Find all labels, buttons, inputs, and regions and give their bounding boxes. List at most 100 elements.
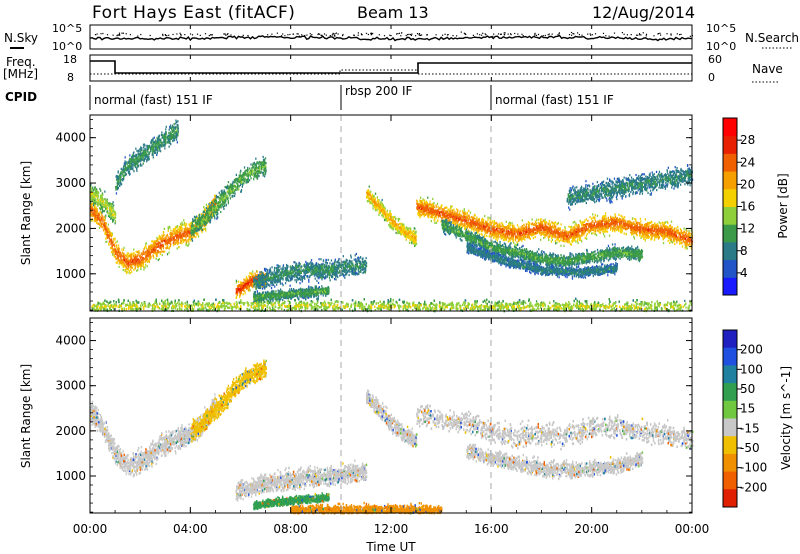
noise-search-dot [389,35,390,36]
noise-search-dot [397,33,398,34]
noise-search-dot [192,34,193,35]
noise-search-dot [190,33,191,34]
noise-right-tick-bottom: 10^0 [706,40,736,53]
power-cell [181,225,182,227]
power-cell [148,251,149,253]
power-cell [195,236,196,238]
power-cell [174,240,175,242]
noise-search-dot [481,35,482,36]
noise-right-tick-top: 10^5 [706,22,736,35]
noise-search-dot [121,33,122,34]
noise-search-dot [408,34,409,35]
noise-search-dot [227,34,228,35]
noise-search-dot [571,35,572,36]
noise-search-dot [117,35,118,36]
noise-search-dot [419,34,420,35]
noise-search-dot [415,35,416,36]
power-cell [105,222,106,224]
power-cell [178,246,179,248]
noise-search-dot [321,35,322,36]
noise-search-dot [390,35,391,36]
noise-search-dot [646,35,647,36]
power-cell [135,267,136,269]
power-cell [105,238,106,240]
power-cell [145,266,146,268]
noise-search-dot [421,34,422,35]
noise-search-dot [627,34,628,35]
rti-figure: Fort Hays East (fitACF) Beam 13 12/Aug/2… [0,0,800,554]
noise-search-dot [97,34,98,35]
noise-search-dot [200,35,201,36]
power-cell [162,254,163,256]
noise-search-dot [334,33,335,34]
power-cell [201,231,202,233]
noise-search-dot [95,34,96,35]
noise-search-dot [545,35,546,36]
noise-search-dot [646,34,647,35]
power-cell [156,240,157,242]
power-cell [177,247,178,249]
freq-tick-top: 18 [63,53,77,66]
noise-left-label: N.Sky [4,31,38,45]
noise-search-dot [411,34,412,35]
nave-label: Nave [752,62,783,76]
noise-search-dot [297,33,298,34]
noise-search-dot [342,35,343,36]
noise-search-dot [293,34,294,35]
noise-search-dot [534,35,535,36]
power-cell [152,240,153,242]
power-cell [163,251,164,253]
power-cell [181,232,182,234]
noise-search-dot [603,33,604,34]
power-cell [102,220,103,222]
noise-search-dot [690,36,691,37]
noise-search-dot [330,35,331,36]
noise-search-dot [401,32,402,33]
power-cell [142,254,143,256]
noise-search-dot [452,35,453,36]
nave-tick-bottom: 0 [708,71,715,84]
noise-search-dot [692,35,693,36]
noise-search-dot [267,34,268,35]
noise-search-dot [536,35,537,36]
noise-search-dot [461,32,462,33]
noise-search-dot [559,32,560,33]
noise-search-dot [180,37,181,38]
noise-search-dot [543,35,544,36]
noise-trace [90,32,693,41]
noise-search-dot [123,33,124,34]
noise-search-dot [406,35,407,36]
noise-search-dot [577,32,578,33]
noise-search-dot [492,36,493,37]
noise-search-dot [301,34,302,35]
noise-search-dot [445,34,446,35]
power-cell [149,250,150,252]
power-cell [123,253,124,255]
power-cell [169,226,170,228]
power-cell [91,214,92,216]
noise-search-dot [407,34,408,35]
noise-search-dot [552,34,553,35]
noise-search-dot [504,32,505,33]
freq-tick-bottom: 8 [67,71,74,84]
noise-search-dot [523,35,524,36]
noise-search-dot [289,34,290,35]
noise-search-dot [666,33,667,34]
noise-search-dot [176,33,177,34]
noise-search-dot [508,34,509,35]
power-cell [170,229,171,231]
noise-search-dot [396,33,397,34]
noise-search-dot [332,34,333,35]
noise-search-dot [636,35,637,36]
noise-search-dot [639,34,640,35]
cpid-label: CPID [5,90,37,104]
date-title: 12/Aug/2014 [592,3,695,22]
power-cell [109,241,110,243]
noise-right-label: N.Search [745,31,799,45]
noise-search-dot [510,33,511,34]
noise-search-dot [448,34,449,35]
noise-search-dot [473,35,474,36]
noise-search-dot [366,33,367,34]
noise-search-dot [670,33,671,34]
noise-search-dot [361,34,362,35]
